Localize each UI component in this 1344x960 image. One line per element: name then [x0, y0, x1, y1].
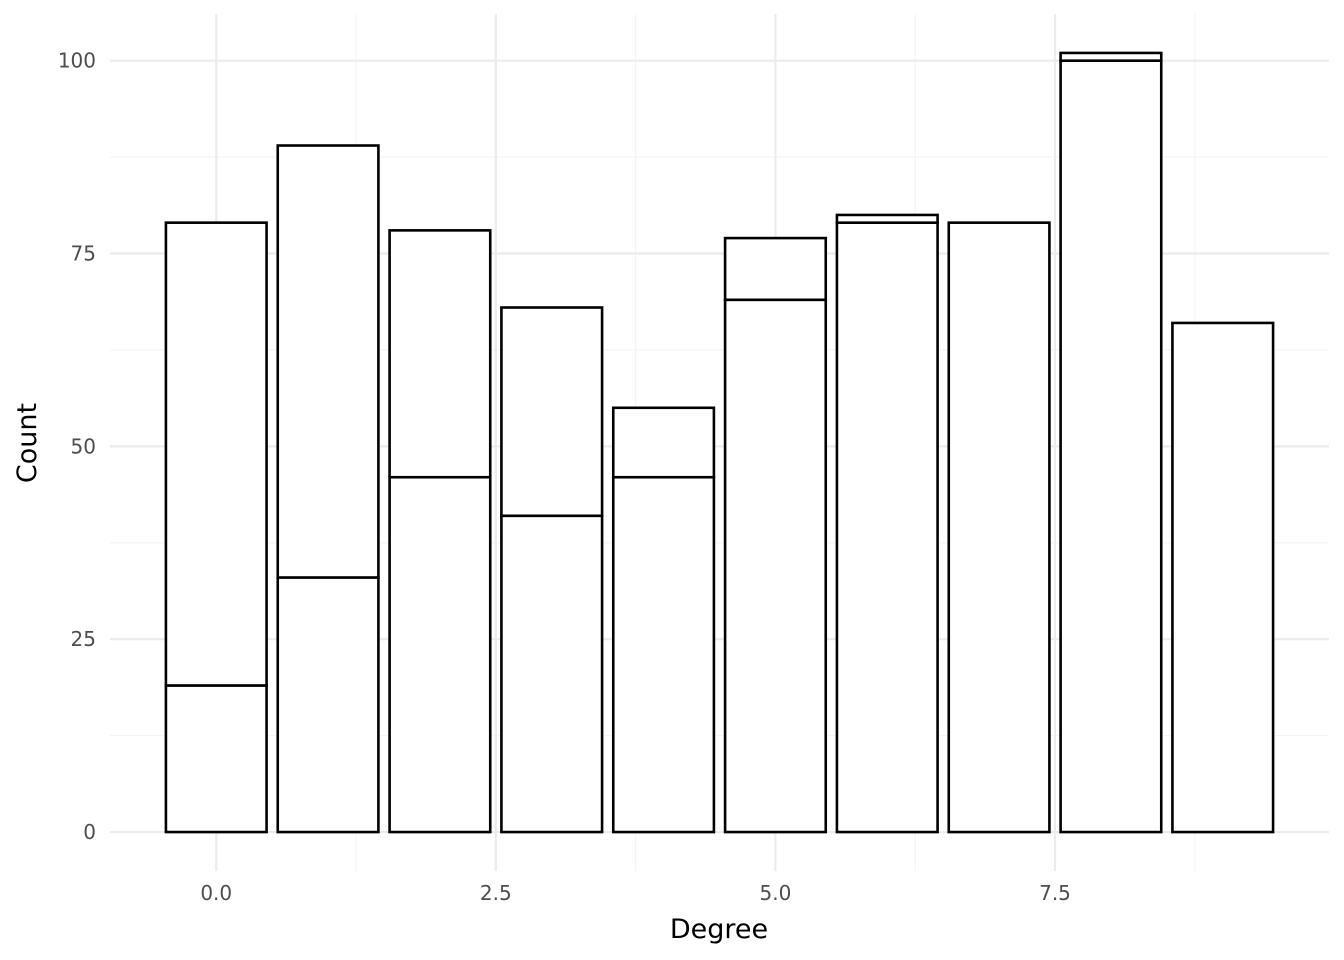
bar-segment — [276, 576, 380, 834]
bar-segment — [1059, 59, 1163, 834]
y-tick-label: 0 — [83, 820, 96, 844]
bar-segment — [947, 221, 1051, 834]
y-axis-ticks: 0 25 50 75 100 — [58, 49, 96, 844]
y-axis-title: Count — [12, 403, 43, 483]
bar-segment — [835, 213, 939, 224]
bar-segment — [1059, 51, 1163, 62]
bar-segment — [723, 236, 828, 302]
bar-segment — [1171, 321, 1275, 834]
bar-segment — [164, 684, 268, 834]
x-tick-label: 5.0 — [760, 881, 792, 905]
bar-segment — [835, 221, 939, 834]
bar-segment — [388, 229, 492, 479]
y-tick-label: 100 — [58, 49, 96, 73]
x-tick-label: 2.5 — [480, 881, 512, 905]
x-axis-ticks: 0.0 2.5 5.0 7.5 — [200, 881, 1071, 905]
bars — [164, 51, 1275, 834]
bar-segment — [276, 144, 380, 579]
bar-segment — [611, 406, 716, 479]
bar-segment — [164, 221, 268, 687]
x-tick-label: 0.0 — [200, 881, 232, 905]
x-tick-label: 7.5 — [1039, 881, 1071, 905]
y-tick-label: 75 — [71, 242, 96, 266]
bar-segment — [388, 475, 492, 834]
bar-segment — [611, 475, 716, 834]
x-axis-title: Degree — [670, 914, 768, 945]
bar-segment — [500, 514, 604, 834]
y-tick-label: 50 — [71, 434, 96, 458]
bar-segment — [500, 306, 604, 518]
y-tick-label: 25 — [71, 627, 96, 651]
bar-segment — [723, 298, 828, 834]
